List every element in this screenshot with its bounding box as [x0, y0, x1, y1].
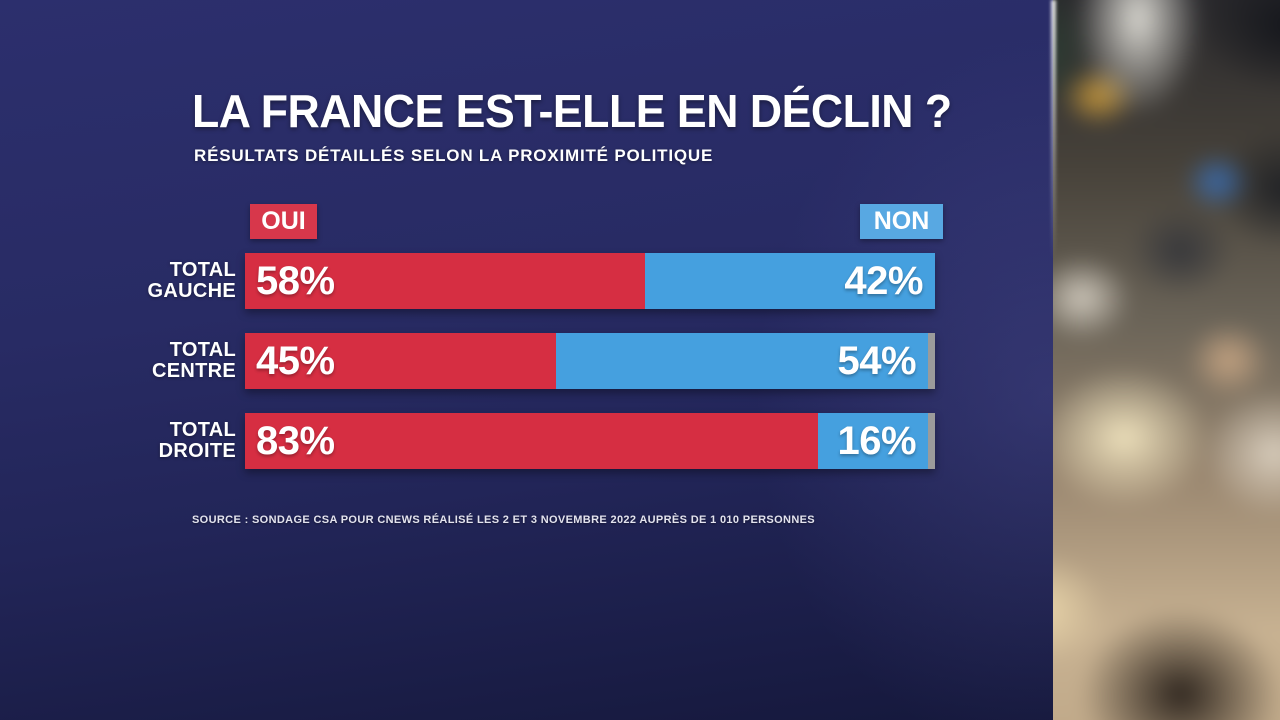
stacked-bar: 45% 54%	[245, 333, 935, 389]
non-value-label: 54%	[837, 338, 917, 383]
row-label: TOTAL GAUCHE	[147, 259, 236, 302]
crowd-photo-blur	[1053, 0, 1280, 720]
bar-row: TOTAL DROITE 83% 16%	[60, 413, 943, 469]
non-value-label: 42%	[844, 258, 923, 303]
bar-row: TOTAL CENTRE 45% 54%	[60, 333, 943, 389]
oui-segment: 83%	[245, 413, 818, 469]
remainder-segment	[928, 333, 935, 389]
bar-rows: TOTAL GAUCHE 58% 42% TOTAL CENTRE 45% 54% TOTAL D…	[60, 253, 943, 493]
bar-row: TOTAL GAUCHE 58% 42%	[60, 253, 943, 309]
page-subtitle: RÉSULTATS DÉTAILLÉS SELON LA PROXIMITÉ P…	[194, 146, 714, 165]
source-text: SOURCE : SONDAGE CSA POUR CNEWS RÉALISÉ …	[192, 514, 815, 526]
oui-segment: 58%	[245, 253, 646, 309]
page-title: LA FRANCE EST-ELLE EN DÉCLIN ?	[192, 85, 952, 137]
oui-value-label: 58%	[256, 258, 335, 303]
stacked-bar: 58% 42%	[245, 253, 935, 309]
oui-value-label: 83%	[256, 418, 335, 463]
legend-non-badge: NON	[860, 204, 943, 239]
non-segment: 54%	[555, 333, 929, 389]
non-segment: 42%	[645, 253, 935, 309]
oui-value-label: 45%	[256, 338, 335, 383]
photo-edge-highlight	[1051, 0, 1056, 260]
remainder-segment	[928, 413, 935, 469]
stacked-bar: 83% 16%	[245, 413, 935, 469]
oui-segment: 45%	[245, 333, 556, 389]
non-segment: 16%	[817, 413, 929, 469]
crowd-photo	[1053, 0, 1280, 720]
row-label: TOTAL DROITE	[158, 419, 236, 462]
legend-oui-badge: OUI	[250, 204, 317, 239]
non-value-label: 16%	[837, 418, 917, 463]
row-label: TOTAL CENTRE	[151, 339, 236, 382]
